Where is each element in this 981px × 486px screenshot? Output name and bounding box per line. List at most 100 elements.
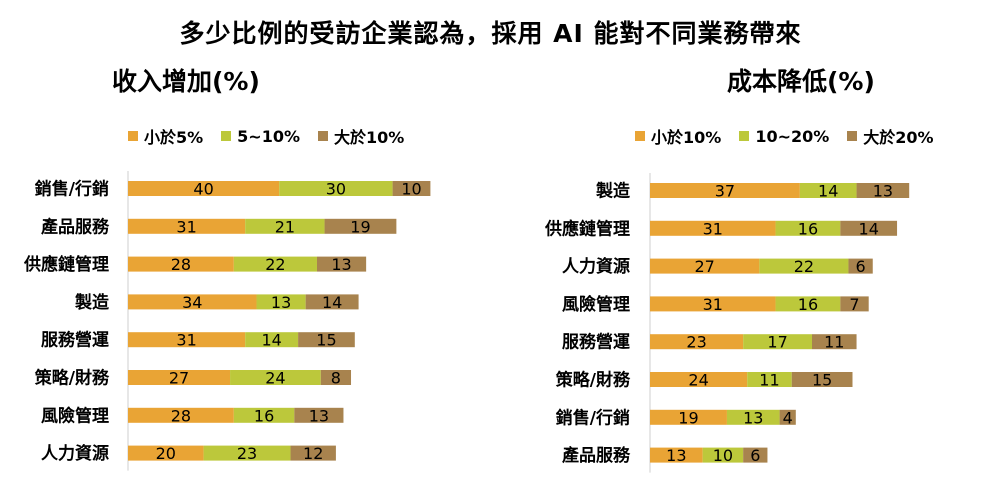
data-label: 24: [265, 369, 285, 388]
bar-segment: [245, 218, 325, 234]
data-label: 12: [303, 444, 323, 463]
legend-label: 5~10%: [237, 126, 301, 146]
data-label: 13: [873, 182, 893, 201]
bar-segment: [775, 296, 841, 312]
data-label: 23: [237, 444, 257, 463]
bar-segment: [747, 372, 792, 387]
category-label: 風險管理: [41, 405, 109, 426]
legend-swatch: [847, 131, 858, 141]
category-label: 產品服務: [562, 445, 631, 466]
data-label: 37: [715, 182, 735, 201]
legend-item: 小於10%: [635, 124, 721, 148]
bar-segment: [128, 332, 246, 348]
legend-item: 5~10%: [221, 127, 300, 146]
legend-label: 10~20%: [755, 126, 830, 146]
bar-segment: [650, 372, 748, 387]
bar-segment: [812, 334, 857, 350]
bar-segment: [650, 258, 760, 274]
data-label: 11: [824, 333, 844, 352]
bar-segment: [128, 370, 231, 385]
category-label: 策略/財務: [35, 368, 110, 389]
bar-segment: [294, 407, 344, 423]
data-label: 4: [783, 408, 793, 427]
category-label: 供應鏈管理: [23, 254, 109, 275]
revenue-chart: 銷售/行銷 40 30 10 產品服務 31 21 19 供應鏈管理 28 22 13 製造 34 13 14…: [23, 171, 431, 471]
data-label: 23: [686, 333, 706, 352]
bar-segment: [650, 296, 776, 312]
data-label: 14: [322, 293, 342, 312]
bar-segment: [203, 445, 291, 461]
data-label: 24: [688, 371, 708, 390]
data-label: 34: [182, 293, 202, 312]
legend-item: 10~20%: [739, 127, 829, 146]
data-label: 30: [326, 180, 346, 199]
legend-label: 小於10%: [651, 128, 722, 147]
category-label: 產品服務: [41, 216, 110, 237]
legend-item: 大於10%: [318, 124, 404, 148]
bar-segment: [840, 296, 869, 312]
data-label: 10: [401, 180, 421, 199]
bar-segment: [128, 181, 280, 196]
bar-segment: [230, 370, 321, 385]
category-label: 供應鏈管理: [544, 218, 630, 239]
bar-segment: [650, 334, 744, 350]
data-label: 31: [703, 219, 723, 238]
bar-segment: [775, 220, 841, 236]
data-label: 15: [812, 371, 832, 390]
bar-segment: [320, 370, 352, 385]
legend-label: 大於10%: [334, 128, 405, 147]
data-label: 31: [703, 295, 723, 314]
right-legend: 小於10% 10~20% 大於20%: [635, 124, 952, 148]
bar-segment: [791, 372, 853, 387]
left-legend: 小於5% 5~10% 大於10%: [128, 124, 422, 148]
data-label: 22: [794, 257, 814, 276]
bar-segment: [256, 294, 306, 310]
category-label: 人力資源: [41, 443, 109, 464]
left-chart-title: 收入增加(%): [112, 67, 260, 96]
category-label: 人力資源: [562, 256, 630, 277]
legend-swatch: [739, 131, 750, 141]
bar-segment: [245, 332, 299, 348]
bar-segment: [743, 447, 768, 463]
data-label: 7: [849, 295, 859, 314]
data-label: 16: [798, 295, 818, 314]
data-label: 13: [743, 408, 763, 427]
bar-segment: [799, 183, 857, 198]
legend-swatch: [221, 131, 232, 141]
data-label: 27: [169, 369, 189, 388]
category-label: 銷售/行銷: [556, 407, 630, 428]
data-label: 28: [171, 406, 191, 425]
bar-segment: [840, 220, 898, 236]
category-label: 策略/財務: [556, 370, 631, 391]
bar-segment: [324, 218, 397, 234]
bar-segment: [779, 409, 796, 425]
data-label: 13: [271, 293, 291, 312]
bar-segment: [856, 183, 910, 198]
data-label: 31: [176, 331, 196, 350]
data-label: 16: [798, 219, 818, 238]
data-label: 14: [818, 182, 838, 201]
data-label: 17: [767, 333, 787, 352]
data-label: 13: [331, 255, 351, 274]
right-chart-title: 成本降低(%): [727, 67, 875, 96]
legend-item: 大於20%: [847, 124, 934, 148]
category-label: 風險管理: [562, 294, 630, 315]
data-label: 27: [694, 257, 714, 276]
bar-segment: [392, 181, 431, 196]
data-label: 6: [750, 446, 760, 465]
data-label: 21: [275, 217, 295, 236]
bar-segment: [233, 256, 317, 272]
data-label: 11: [759, 371, 779, 390]
bar-segment: [128, 218, 246, 234]
bar-segment: [743, 334, 812, 350]
legend-label: 大於20%: [863, 128, 934, 147]
data-label: 10: [713, 446, 733, 465]
bar-segment: [650, 183, 800, 198]
legend-swatch: [318, 131, 329, 141]
bar-segment: [759, 258, 849, 274]
data-label: 8: [331, 369, 341, 388]
bar-segment: [128, 407, 234, 423]
bar-segment: [233, 407, 295, 423]
data-label: 15: [316, 331, 336, 350]
bar-segment: [650, 447, 703, 463]
